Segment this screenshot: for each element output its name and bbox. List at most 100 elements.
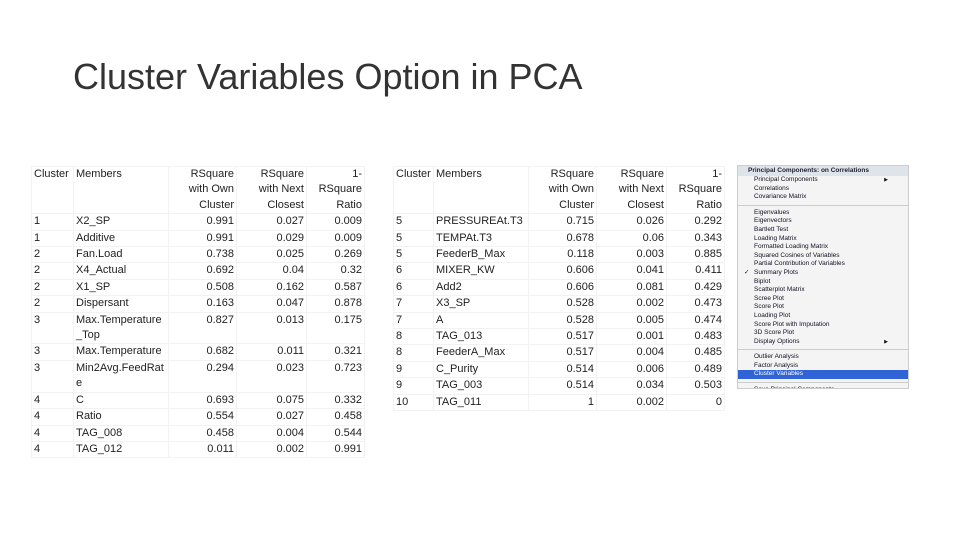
menu-item[interactable]: Scree Plot [738, 295, 908, 304]
value-cell: 0.034 [596, 377, 667, 395]
menu-item-label: Summary Plots [754, 268, 799, 276]
column-header: Cluster [393, 165, 434, 215]
cluster-cell: 4 [31, 440, 74, 459]
context-menu: Principal Components: on Correlations Pri… [737, 165, 909, 389]
value-cell: 0.026 [596, 213, 667, 231]
table-row: 1 Additive 0.991 0.029 0.009 [31, 229, 365, 248]
table-row: 8 TAG_013 0.517 0.001 0.483 [393, 328, 725, 346]
menu-header: Principal Components: on Correlations [738, 166, 908, 176]
menu-item[interactable]: Save Principal Components [738, 386, 908, 388]
menu-item-label: Factor Analysis [754, 361, 799, 369]
value-cell: 0.878 [306, 295, 365, 313]
menu-item[interactable]: 3D Score Plot [738, 329, 908, 338]
value-cell: 0.047 [236, 295, 307, 313]
value-cell: 0.009 [306, 229, 365, 248]
table-row: 4 TAG_012 0.011 0.002 0.991 [31, 440, 365, 459]
value-cell: 0.411 [666, 262, 725, 280]
value-cell: 0.715 [528, 213, 597, 231]
value-cell: 0.517 [528, 328, 597, 346]
value-cell: 0.075 [236, 391, 307, 410]
member-cell: X4_Actual [73, 262, 169, 280]
menu-item[interactable]: Principal Components ▶ [738, 176, 908, 185]
value-cell: 0.489 [666, 360, 725, 379]
menu-item[interactable]: Eigenvectors [738, 217, 908, 226]
menu-item[interactable]: Scatterplot Matrix [738, 286, 908, 295]
value-cell: 0.429 [666, 278, 725, 297]
menu-item-label: Correlations [754, 184, 790, 192]
cluster-cell: 9 [393, 377, 434, 395]
value-cell: 0.011 [168, 440, 237, 459]
value-cell: 0.294 [168, 359, 237, 393]
cluster-cell: 8 [393, 328, 434, 346]
member-cell: Min2Avg.FeedRate [73, 359, 169, 393]
table-row: 9 TAG_003 0.514 0.034 0.503 [393, 377, 725, 395]
value-cell: 0.292 [666, 213, 725, 231]
header-row: Cluster Members RSquare with Own Cluster RS… [393, 165, 725, 215]
value-cell: 0.269 [306, 246, 365, 264]
menu-item[interactable]: Display Options ▶ [738, 338, 908, 347]
cluster-cell: 1 [31, 229, 74, 248]
menu-item[interactable]: Covariance Matrix [738, 193, 908, 202]
cluster-cell: 4 [31, 408, 74, 426]
member-cell: X1_SP [73, 278, 169, 297]
value-cell: 0.32 [306, 262, 365, 280]
menu-item[interactable]: Loading Plot [738, 312, 908, 321]
cluster-cell: 4 [31, 391, 74, 410]
value-cell: 0.081 [596, 278, 667, 297]
menu-item[interactable]: Squared Cosines of Variables [738, 252, 908, 261]
menu-item[interactable]: Summary Plots ✓ [738, 269, 908, 278]
cluster-cell: 2 [31, 295, 74, 313]
column-header: RSquare with Next Closest [596, 165, 667, 215]
table-row: 6 Add2 0.606 0.081 0.429 [393, 278, 725, 297]
menu-item-label: Partial Contribution of Variables [754, 260, 845, 268]
cluster-cell: 3 [31, 359, 74, 393]
menu-item[interactable]: Outlier Analysis [738, 353, 908, 362]
menu-item[interactable]: Bartlett Test [738, 226, 908, 235]
slide-title: Cluster Variables Option in PCA [73, 56, 583, 97]
member-cell: TAG_008 [73, 424, 169, 442]
value-cell: 0.827 [168, 311, 237, 345]
table-row: 9 C_Purity 0.514 0.006 0.489 [393, 360, 725, 379]
table-row: 2 X1_SP 0.508 0.162 0.587 [31, 278, 365, 297]
value-cell: 0.002 [596, 295, 667, 313]
menu-item[interactable]: Partial Contribution of Variables [738, 260, 908, 269]
menu-separator [738, 382, 908, 384]
member-cell: Add2 [433, 278, 529, 297]
value-cell: 0.009 [306, 213, 365, 231]
table-row: 2 Dispersant 0.163 0.047 0.878 [31, 295, 365, 313]
value-cell: 0.554 [168, 408, 237, 426]
column-header: Cluster [31, 165, 74, 215]
cluster-cell: 6 [393, 262, 434, 280]
member-cell: C_Purity [433, 360, 529, 379]
menu-item[interactable]: Factor Analysis [738, 362, 908, 371]
menu-item[interactable]: Correlations [738, 185, 908, 194]
value-cell: 0.528 [528, 311, 597, 330]
member-cell: TEMPAt.T3 [433, 229, 529, 248]
member-cell: TAG_013 [433, 328, 529, 346]
menu-item-label: Squared Cosines of Variables [754, 251, 840, 259]
value-cell: 0.027 [236, 213, 307, 231]
cluster-cell: 4 [31, 424, 74, 442]
column-header: 1-RSquare Ratio [666, 165, 725, 215]
column-header: Members [433, 165, 529, 215]
menu-item[interactable]: Cluster Variables [738, 370, 908, 380]
value-cell: 0.013 [236, 311, 307, 345]
value-cell: 0.738 [168, 246, 237, 264]
value-cell: 0.508 [168, 278, 237, 297]
menu-item[interactable]: Loading Matrix [738, 235, 908, 244]
value-cell: 0.175 [306, 311, 365, 345]
member-cell: Ratio [73, 408, 169, 426]
menu-item[interactable]: Score Plot with Imputation [738, 321, 908, 330]
member-cell: X3_SP [433, 295, 529, 313]
member-cell: MIXER_KW [433, 262, 529, 280]
menu-item[interactable]: Score Plot [738, 303, 908, 312]
value-cell: 0.003 [596, 246, 667, 264]
table-row: 2 X4_Actual 0.692 0.04 0.32 [31, 262, 365, 280]
menu-item[interactable]: Eigenvalues [738, 209, 908, 218]
value-cell: 0.485 [666, 344, 725, 362]
value-cell: 0.678 [528, 229, 597, 248]
menu-item[interactable]: Formatted Loading Matrix [738, 243, 908, 252]
value-cell: 0.693 [168, 391, 237, 410]
menu-item[interactable]: Biplot [738, 278, 908, 287]
